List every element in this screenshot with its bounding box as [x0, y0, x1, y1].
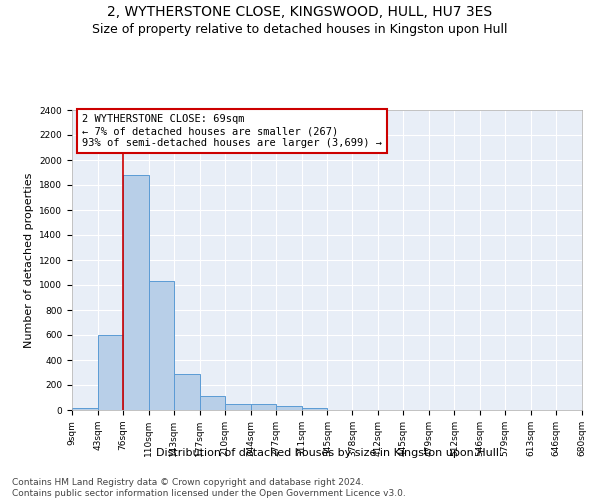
- Bar: [225, 404, 251, 410]
- Text: Distribution of detached houses by size in Kingston upon Hull: Distribution of detached houses by size …: [155, 448, 499, 458]
- Text: Size of property relative to detached houses in Kingston upon Hull: Size of property relative to detached ho…: [92, 22, 508, 36]
- Bar: [275, 406, 302, 410]
- Text: 2, WYTHERSTONE CLOSE, KINGSWOOD, HULL, HU7 3ES: 2, WYTHERSTONE CLOSE, KINGSWOOD, HULL, H…: [107, 5, 493, 19]
- Bar: [200, 396, 225, 410]
- Bar: [149, 281, 174, 410]
- Bar: [72, 408, 98, 410]
- Bar: [123, 175, 149, 410]
- Bar: [251, 404, 275, 410]
- Text: 2 WYTHERSTONE CLOSE: 69sqm
← 7% of detached houses are smaller (267)
93% of semi: 2 WYTHERSTONE CLOSE: 69sqm ← 7% of detac…: [82, 114, 382, 148]
- Bar: [302, 408, 328, 410]
- Y-axis label: Number of detached properties: Number of detached properties: [24, 172, 34, 348]
- Text: Contains HM Land Registry data © Crown copyright and database right 2024.
Contai: Contains HM Land Registry data © Crown c…: [12, 478, 406, 498]
- Bar: [174, 374, 200, 410]
- Bar: [98, 335, 123, 410]
